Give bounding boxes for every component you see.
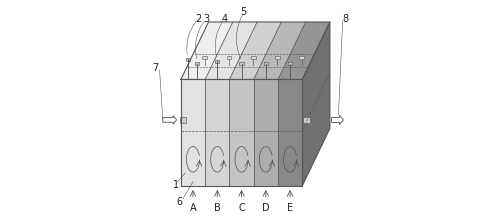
FancyArrow shape <box>163 116 177 124</box>
Bar <box>186 58 190 61</box>
Text: A: A <box>190 203 196 213</box>
Text: E: E <box>287 203 293 213</box>
Bar <box>215 60 220 63</box>
Polygon shape <box>181 79 205 186</box>
Bar <box>195 62 200 65</box>
Polygon shape <box>253 79 278 186</box>
Bar <box>299 56 304 59</box>
Text: 6: 6 <box>177 197 183 207</box>
Bar <box>264 62 268 65</box>
Text: 8: 8 <box>343 14 349 24</box>
Bar <box>227 56 231 59</box>
Polygon shape <box>230 22 281 79</box>
Polygon shape <box>278 79 302 186</box>
Text: C: C <box>238 203 245 213</box>
Polygon shape <box>205 79 230 186</box>
Polygon shape <box>253 22 306 79</box>
Text: 3: 3 <box>203 14 209 24</box>
Text: B: B <box>214 203 221 213</box>
Bar <box>288 62 292 65</box>
Text: 7: 7 <box>152 63 158 73</box>
Polygon shape <box>302 22 330 186</box>
Bar <box>202 56 207 59</box>
Text: 4: 4 <box>222 14 228 24</box>
Polygon shape <box>278 22 330 79</box>
Text: 5: 5 <box>241 7 247 17</box>
Bar <box>275 56 280 59</box>
Polygon shape <box>181 22 233 79</box>
FancyArrow shape <box>332 115 343 125</box>
Bar <box>251 56 255 59</box>
Polygon shape <box>205 22 257 79</box>
Text: 1: 1 <box>172 180 179 190</box>
Polygon shape <box>230 79 253 186</box>
Bar <box>240 62 244 65</box>
Bar <box>180 117 186 123</box>
Text: 2: 2 <box>195 14 202 24</box>
Text: D: D <box>262 203 269 213</box>
Bar <box>303 117 310 123</box>
